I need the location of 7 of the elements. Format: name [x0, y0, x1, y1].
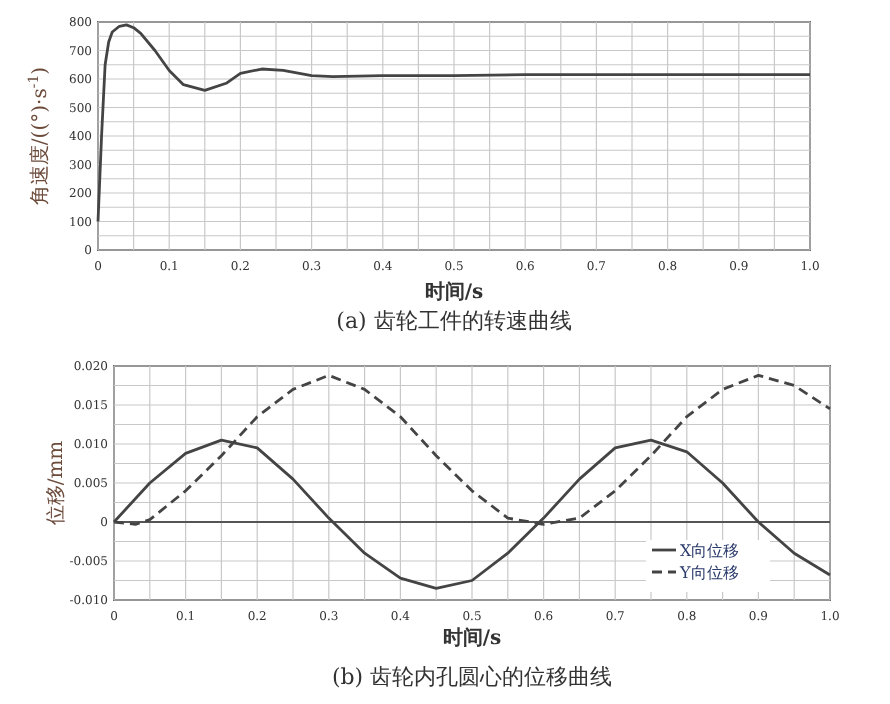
text: (b) 齿轮内孔圆心的位移曲线: [331, 664, 613, 690]
legend-label: X向位移: [680, 542, 740, 560]
legend-label: Y向位移: [678, 564, 739, 582]
y-axis-title: 位移/mm: [44, 439, 68, 526]
text: (a) 齿轮工件的转速曲线: [336, 308, 572, 334]
x-axis-title: 时间/s: [424, 280, 485, 304]
x-axis-title: 时间/s: [442, 626, 503, 650]
